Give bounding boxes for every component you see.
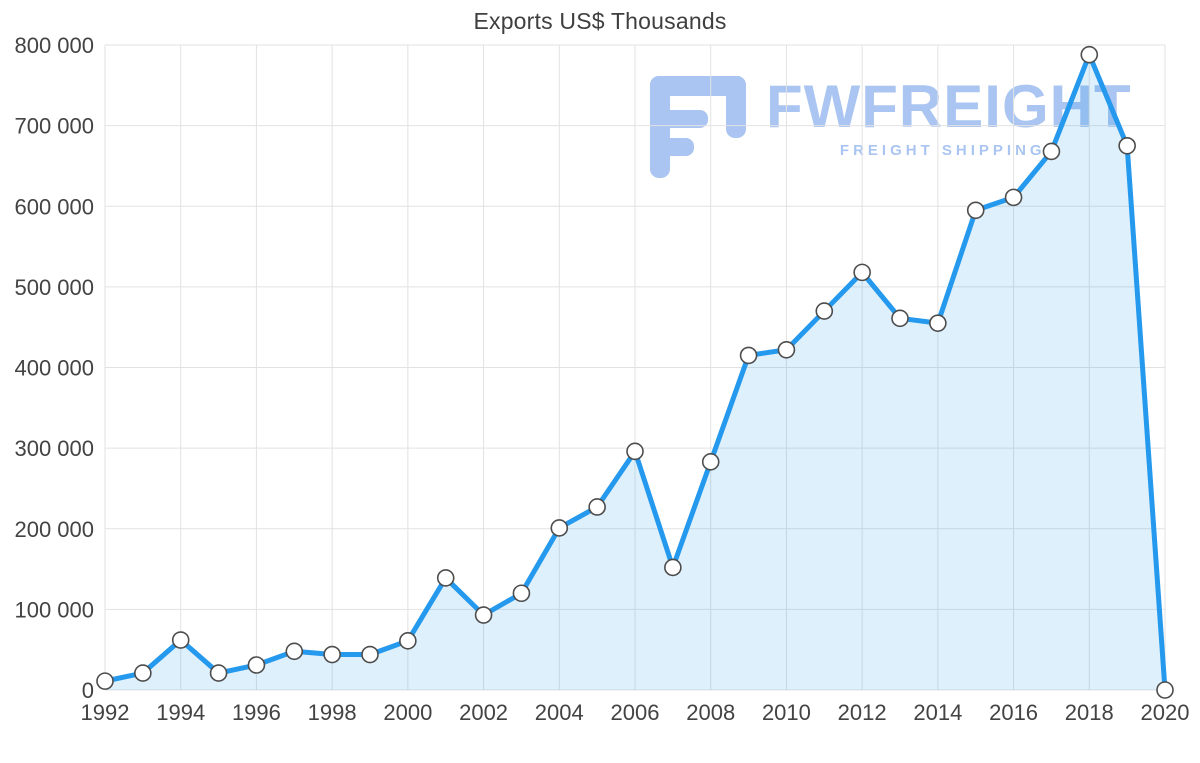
data-point-marker [247, 656, 266, 674]
y-axis-label: 700 000 [14, 114, 94, 139]
x-axis-label: 1998 [308, 700, 357, 725]
data-point-marker [966, 201, 985, 220]
data-point-marker [853, 263, 871, 282]
data-point-marker [777, 340, 796, 359]
data-point-marker [209, 664, 228, 682]
y-axis-label: 400 000 [14, 356, 94, 381]
y-axis-label: 800 000 [14, 33, 94, 58]
y-axis-label: 600 000 [14, 194, 94, 219]
data-point-marker [664, 558, 682, 577]
x-axis-label: 2008 [686, 700, 735, 725]
x-axis-label: 1994 [156, 700, 205, 725]
data-point-marker [1080, 45, 1099, 64]
fwfreight-watermark: FWFREIGHT FREIGHT SHIPPING [650, 76, 1132, 178]
x-axis-label: 2004 [535, 700, 584, 725]
watermark-tagline-text: FREIGHT SHIPPING [839, 142, 1046, 160]
x-axis-label: 2012 [838, 700, 887, 725]
y-axis-label: 0 [82, 678, 94, 703]
x-axis-label: 2006 [611, 700, 660, 725]
data-point-marker [134, 664, 152, 682]
data-point-marker [626, 442, 644, 461]
data-point-marker [361, 645, 379, 664]
data-point-marker [474, 606, 493, 624]
data-point-marker [399, 632, 417, 650]
x-axis-label: 2014 [913, 700, 962, 725]
y-axis-label: 500 000 [14, 275, 94, 300]
x-axis-label: 2018 [1065, 700, 1114, 725]
data-point-marker [739, 346, 758, 365]
data-point-marker [96, 672, 114, 690]
x-axis-label: 1992 [81, 700, 130, 725]
data-point-marker [1156, 681, 1174, 699]
data-point-marker [512, 584, 531, 603]
x-axis-label: 2000 [383, 700, 432, 725]
data-point-marker [815, 302, 834, 320]
fwfreight-logo-icon [650, 76, 746, 178]
x-axis-label: 2010 [762, 700, 811, 725]
data-point-marker [171, 631, 190, 649]
area-fill [105, 54, 1165, 691]
data-point-marker [1118, 136, 1136, 155]
x-axis-label: 2020 [1141, 700, 1190, 725]
data-point-marker [436, 569, 455, 587]
data-point-marker [701, 453, 720, 471]
data-point-marker [323, 645, 341, 664]
data-point-marker [929, 314, 947, 332]
data-point-marker [550, 519, 569, 537]
data-point-marker [1004, 188, 1023, 207]
x-axis-label: 1996 [232, 700, 281, 725]
x-axis-label: 2002 [459, 700, 508, 725]
data-point-marker [1042, 142, 1061, 161]
y-axis-label: 300 000 [14, 436, 94, 461]
y-axis-label: 100 000 [14, 597, 94, 622]
data-point-marker [588, 498, 606, 516]
data-point-marker [285, 642, 304, 661]
x-axis-label: 2016 [989, 700, 1038, 725]
y-axis-label: 200 000 [14, 517, 94, 542]
data-point-marker [891, 309, 909, 328]
chart-title: Exports US$ Thousands [473, 8, 727, 34]
